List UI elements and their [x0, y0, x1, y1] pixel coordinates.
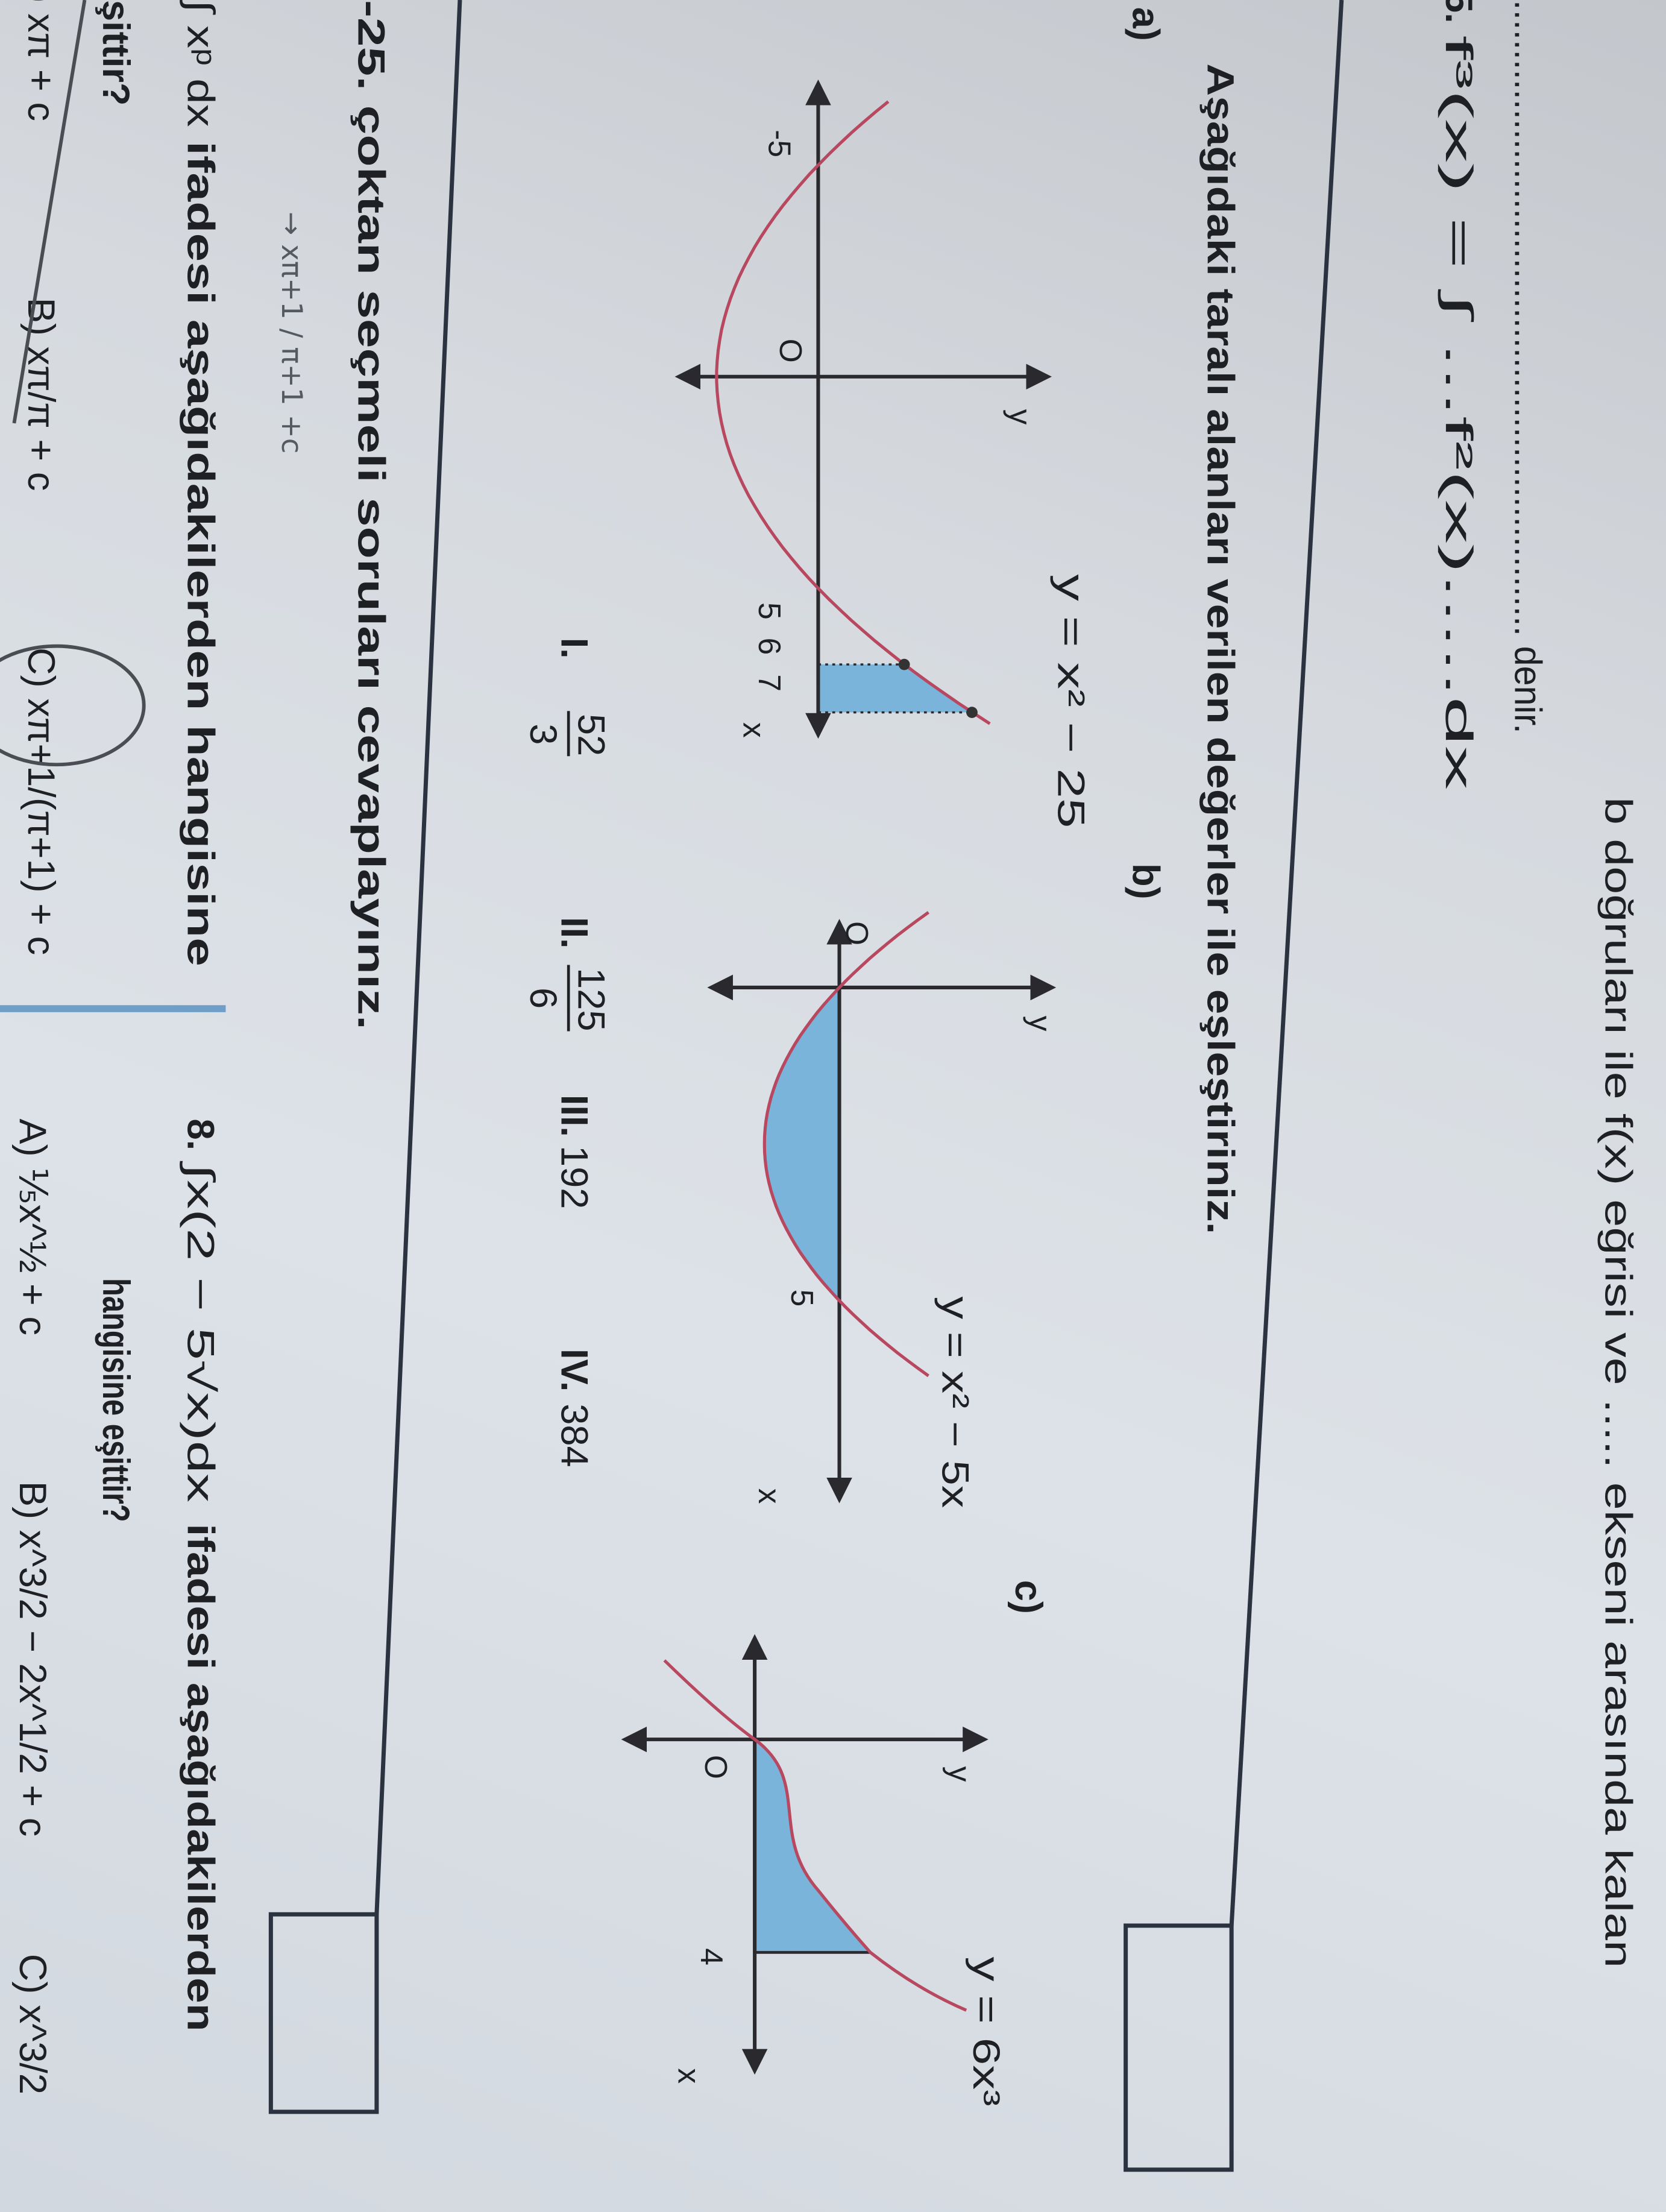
graph-b-shaded-area — [764, 987, 840, 1301]
graph-b-label: b) — [1124, 863, 1166, 900]
graph-a-curve — [715, 100, 991, 725]
handwritten-strike-mark — [12, 0, 87, 424]
q7-option-c[interactable]: C) xπ+1/(π+1) + c — [20, 648, 62, 955]
graph-b-y-label: y — [1023, 1016, 1058, 1032]
value-3-label: III. — [553, 1095, 595, 1137]
question-5-number: 5. — [1438, 0, 1480, 24]
graph-a-tick: 7 — [752, 674, 787, 692]
graph-b-x-label: x — [752, 1489, 787, 1504]
graph-b-tick: 5 — [785, 1290, 820, 1307]
section-divider-top — [1229, 0, 1344, 1926]
q8-option-a[interactable]: A) ⅕x^½ + c — [11, 1119, 54, 1335]
graph-a-point-1 — [898, 658, 910, 670]
graph-c-x-label: x — [672, 2068, 707, 2084]
graph-a: y x O -5 5 6 7 — [674, 79, 1052, 739]
q8-prompt-end: hangisine eşittir? — [95, 1278, 137, 1522]
q7-prompt: ifadesi aşağıdakilerden hangisine — [179, 141, 221, 966]
value-1-label: I. — [553, 638, 595, 659]
q7-option-b[interactable]: B) xπ/π + c — [20, 298, 62, 491]
graph-c-tick: 4 — [694, 1948, 729, 1965]
graph-c-curve — [663, 1659, 967, 2012]
q7-prompt-end: şittir? — [95, 0, 137, 106]
graph-c: y x O 4 — [621, 1634, 989, 2084]
q8-integral: ∫x(2 − 5√x)dx — [179, 1161, 221, 1502]
graph-c-origin: O — [699, 1755, 734, 1779]
section-divider-bottom — [374, 0, 462, 1915]
graph-c-shaded-area — [755, 1739, 871, 1953]
matching-instruction: Aşağıdaki taralı alanları verilen değerl… — [1199, 63, 1241, 1234]
answer-values: I. 52 3 II. 125 6 III. 192 IV. 384 — [522, 638, 612, 1467]
handwritten-note: → xπ+1 / π+1 +c — [275, 212, 307, 453]
handwritten-circle-mark — [0, 644, 146, 767]
q8-option-b[interactable]: B) x^3/2 − 2x^1/2 + c — [11, 1481, 54, 1836]
graph-a-tick: 5 — [752, 602, 787, 620]
q8-number: 8. — [179, 1119, 221, 1151]
section-title: -25. çoktan seçmeli soruları cevaplayını… — [350, 0, 392, 1030]
value-2-numerator: 125 — [570, 968, 612, 1031]
graph-c-y-label: y — [943, 1766, 978, 1782]
value-2-label: II. — [553, 917, 595, 949]
graph-c-equation: y = 6x³ — [965, 1956, 1007, 2106]
value-1-numerator: 52 — [570, 714, 612, 756]
text-line-2: ........................................… — [1507, 0, 1549, 734]
value-4: 384 — [553, 1404, 595, 1467]
graph-a-tick: 6 — [752, 638, 787, 655]
q8-option-c[interactable]: C) x^3/2 — [11, 1954, 54, 2094]
question-5-formula: f³(x) = ∫ ...f²(x).....dx — [1438, 35, 1480, 790]
graph-a-label: a) — [1124, 7, 1166, 41]
text-line-1: b doğruları ile f(x) eğrisi ve ..... eks… — [1597, 797, 1639, 1968]
value-4-label: IV. — [553, 1349, 595, 1391]
graph-b-origin: O — [840, 921, 875, 945]
graph-a-y-label: y — [1004, 409, 1039, 425]
value-3: 192 — [553, 1145, 595, 1209]
graph-c-label: c) — [1007, 1580, 1049, 1614]
answer-box-bottom — [268, 1912, 379, 2114]
value-2-denominator: 6 — [522, 988, 564, 1009]
graph-b-curve — [762, 911, 929, 1378]
graph-a-origin: O — [773, 339, 808, 363]
q7-integral: ∫ xᵖ dx — [179, 0, 221, 127]
q7-option-a[interactable]: A) xπ + c — [20, 0, 62, 121]
value-1-denominator: 3 — [522, 723, 564, 745]
graph-a-equation: y = x² − 25 — [1049, 574, 1092, 828]
answer-box-top — [1124, 1923, 1234, 2172]
graph-a-tick: -5 — [762, 130, 797, 157]
graph-a-x-label: x — [737, 722, 772, 738]
graph-a-point-2 — [966, 707, 978, 719]
graph-b-equation: y = x² − 5x — [934, 1296, 976, 1508]
q8-prompt: ifadesi aşağıdakilerden — [179, 1524, 221, 2031]
graph-a-shaded-area — [818, 664, 973, 713]
graph-b: y x O 5 — [707, 911, 1058, 1504]
